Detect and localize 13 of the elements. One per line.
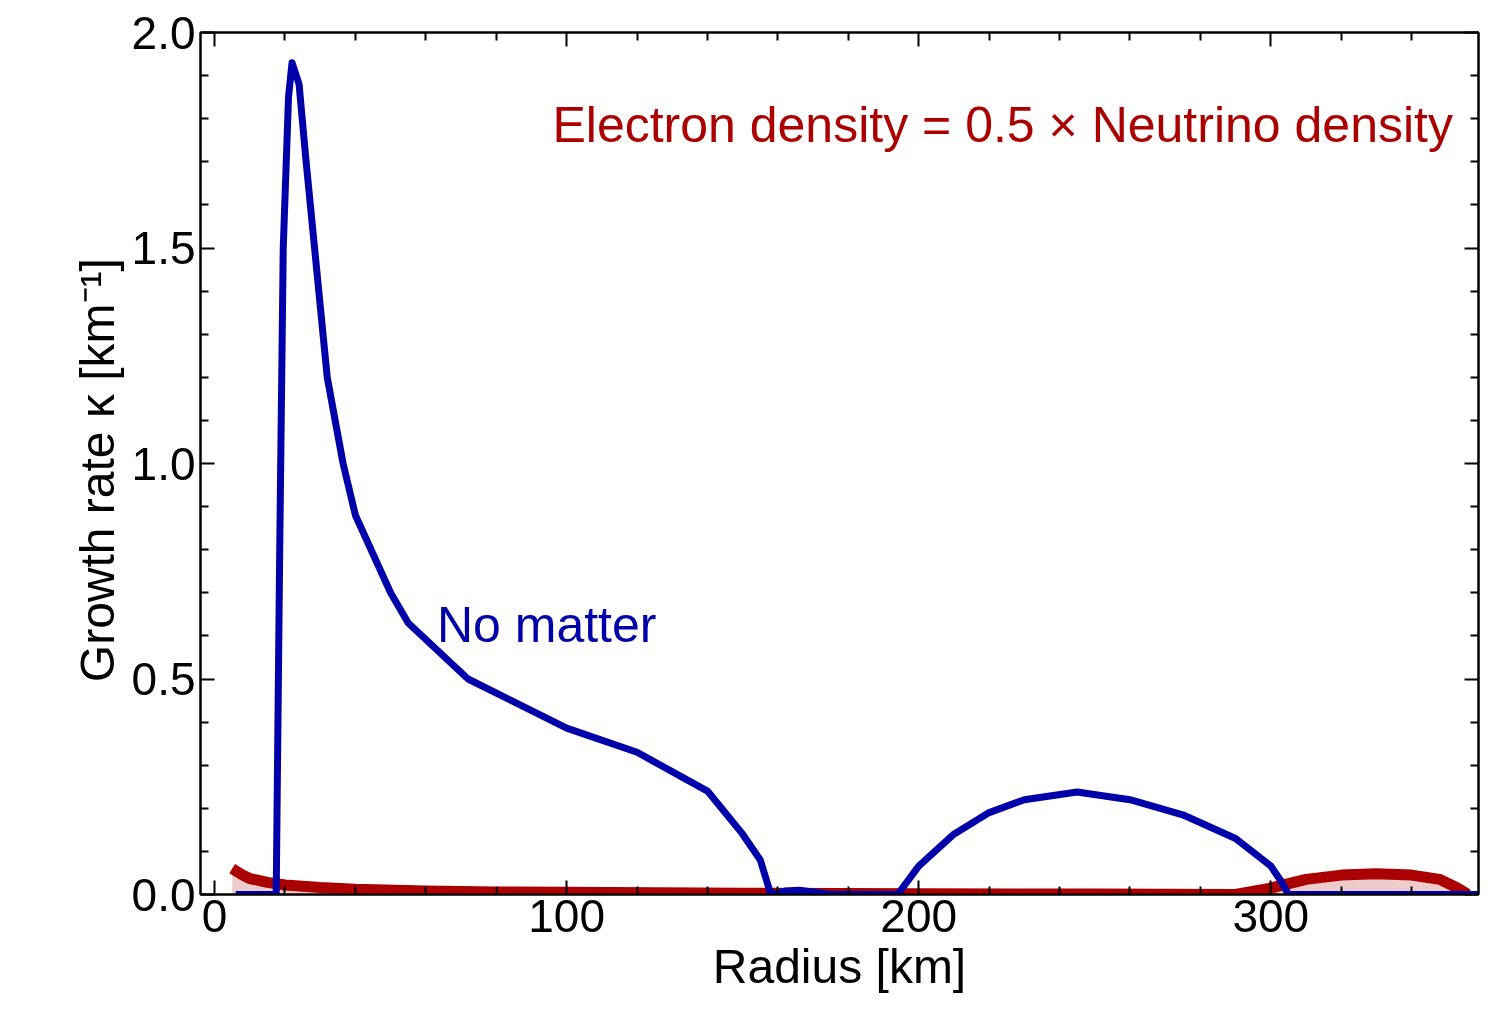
y-tick-label: 2.0 [131, 6, 196, 59]
y-tick-label: 0.0 [131, 868, 196, 921]
x-tick-label: 100 [528, 889, 606, 942]
series-label: No matter [436, 597, 657, 654]
y-tick-label: 1.5 [131, 222, 196, 274]
x-tick-label: 300 [1232, 889, 1310, 942]
y-axis-title: Growth rate κ [km⁻¹] [70, 258, 124, 683]
x-axis-title: Radius [km] [712, 939, 967, 993]
text: Electron density = 0.5 × Neutrino density [552, 97, 1453, 154]
y-tick-label: 0.5 [131, 653, 196, 705]
y-tick-label: 1.0 [131, 437, 196, 490]
x-tick-label: 200 [880, 889, 958, 942]
x-tick-label: 0 [201, 889, 228, 942]
